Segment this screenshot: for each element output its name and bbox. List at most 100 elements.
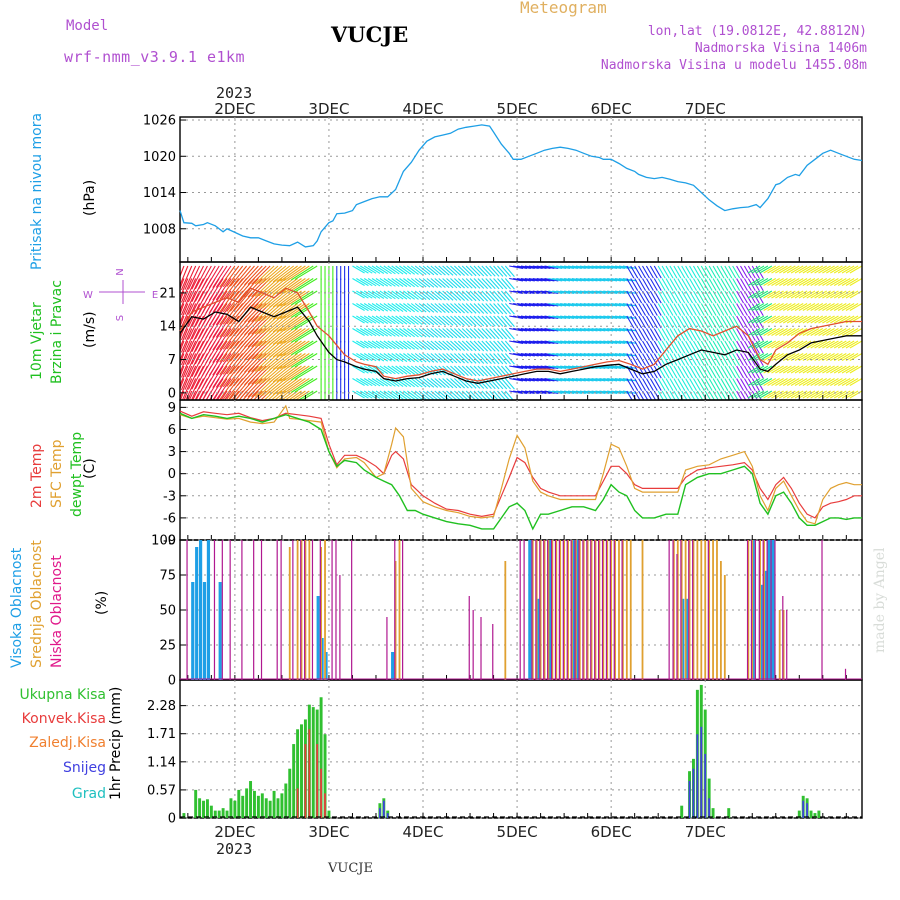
- wind-arrow: [290, 340, 314, 356]
- cloud-low-bar: [758, 540, 760, 680]
- wind-arrow: [685, 390, 692, 400]
- wind-arrow: [212, 315, 228, 339]
- precip-conv-bar: [316, 744, 319, 818]
- wind-arrow: [740, 290, 748, 304]
- wind-arrow: [622, 390, 637, 394]
- wind-arrow: [634, 303, 643, 316]
- wind-arrow: [822, 390, 835, 399]
- wind-arrow: [184, 265, 197, 290]
- cloud-mid-bar: [688, 540, 691, 680]
- wind-arrow: [814, 365, 827, 374]
- wind-arrow: [806, 290, 820, 299]
- wind-arrow: [564, 390, 578, 394]
- cloud-mid-bar: [763, 540, 765, 680]
- wind-arrow: [638, 265, 647, 279]
- wind-arrow: [244, 278, 263, 298]
- wind-arrow: [626, 390, 633, 400]
- wind-arrow: [287, 340, 310, 356]
- wind-arrow: [473, 278, 485, 289]
- wind-arrow: [367, 265, 381, 274]
- wind-arrow: [767, 315, 780, 324]
- cloud-low-bar: [774, 540, 776, 680]
- wind-arrow: [438, 390, 450, 400]
- wind-arrow: [247, 328, 267, 348]
- y-tick-label: 0: [168, 386, 176, 401]
- wind-arrow: [728, 290, 737, 304]
- wind-arrow: [708, 353, 717, 366]
- wind-arrow: [191, 315, 205, 340]
- cloud-mid-bar: [543, 540, 546, 680]
- wind-arrow: [410, 265, 423, 275]
- wind-arrow: [771, 378, 784, 386]
- wind-arrow: [779, 303, 792, 311]
- wind-arrow: [544, 315, 559, 319]
- wind-arrow: [414, 315, 427, 326]
- wind-arrow: [743, 265, 752, 279]
- wind-arrow: [704, 365, 713, 379]
- wind-arrow: [184, 290, 197, 315]
- wind-arrow: [560, 365, 575, 369]
- wind-arrow: [587, 265, 602, 269]
- wind-arrow: [673, 340, 682, 354]
- wind-arrow: [352, 315, 365, 324]
- precip-total-bar: [209, 805, 213, 818]
- wind-arrow: [536, 352, 551, 357]
- cloud-mid-bar: [535, 540, 538, 680]
- wind-arrow: [712, 353, 721, 366]
- wind-arrow: [775, 378, 788, 386]
- wind-arrow: [236, 365, 255, 386]
- wind-arrow: [720, 278, 729, 291]
- cloud-mid-bar: [590, 540, 593, 680]
- wind-arrow: [465, 290, 477, 302]
- wind-arrow: [540, 352, 555, 357]
- wind-arrow: [240, 278, 259, 299]
- wind-arrow: [356, 265, 369, 274]
- wind-arrow: [743, 378, 752, 391]
- wind-arrow: [528, 327, 543, 332]
- wind-arrow: [599, 352, 614, 357]
- wind-arrow: [681, 290, 690, 304]
- wind-arrow: [391, 353, 404, 362]
- wind-arrow: [283, 265, 306, 282]
- wind-arrow: [524, 327, 539, 332]
- wind-arrow: [544, 277, 559, 282]
- precip-snow-bar: [696, 734, 699, 818]
- wind-arrow: [269, 340, 291, 358]
- y-tick-label: 1.71: [147, 727, 176, 742]
- wind-arrow: [192, 378, 205, 400]
- wind-arrow: [276, 328, 298, 345]
- wind-arrow: [830, 265, 843, 274]
- wind-arrow: [450, 390, 462, 400]
- cloud-mid-bar: [751, 540, 754, 680]
- wind-arrow: [669, 278, 678, 291]
- wind-arrow: [736, 315, 745, 329]
- model-name: wrf-nmm_v3.9.1 e1km: [64, 48, 246, 66]
- wind-arrow: [595, 377, 610, 382]
- wind-arrow: [564, 302, 578, 307]
- wind-arrow: [552, 265, 567, 269]
- wind-arrow: [642, 303, 650, 316]
- wind-arrow: [747, 315, 756, 329]
- wind-arrow: [465, 365, 477, 377]
- cloud-low-bar: [605, 540, 608, 680]
- wind-arrow: [595, 352, 610, 357]
- wind-arrow: [434, 328, 446, 339]
- wind-arrow: [692, 378, 701, 391]
- cloud-mid-bar: [531, 540, 534, 680]
- wind-arrow: [371, 265, 385, 274]
- wind-arrow: [657, 303, 666, 316]
- wind-arrow: [509, 302, 524, 307]
- wind-arrow: [614, 327, 629, 332]
- y-tick-label: 0: [168, 812, 176, 827]
- wind-arrow: [212, 303, 228, 326]
- cloud-low-bar: [590, 540, 592, 680]
- wind-arrow: [457, 303, 469, 314]
- wind-arrow: [426, 290, 439, 301]
- wind-arrow: [371, 353, 385, 362]
- wind-arrow: [287, 315, 310, 331]
- wind-arrow: [540, 302, 555, 307]
- wind-arrow: [363, 390, 377, 399]
- wind-arrow: [665, 378, 674, 391]
- wind-arrow: [603, 315, 618, 319]
- wind-arrow: [579, 315, 594, 319]
